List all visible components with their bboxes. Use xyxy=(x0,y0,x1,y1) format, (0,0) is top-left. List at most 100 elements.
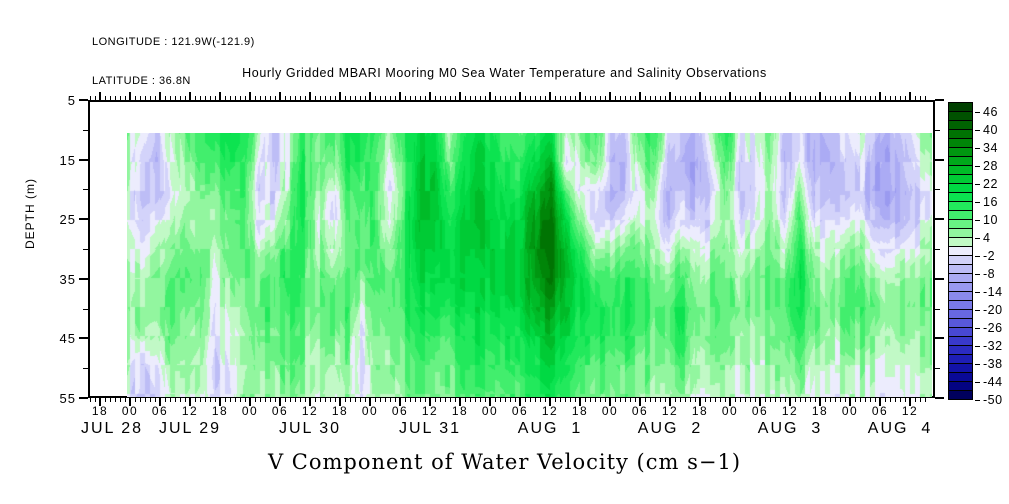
x-axis-title: V Component of Water Velocity (cm s−1) xyxy=(267,450,742,474)
x-tick xyxy=(549,398,551,406)
x-tick xyxy=(234,96,236,100)
x-tick xyxy=(269,398,271,402)
x-tick xyxy=(814,96,816,100)
x-hour-label: 12 xyxy=(661,404,679,418)
x-tick xyxy=(354,96,356,100)
x-tick xyxy=(554,96,556,100)
x-tick xyxy=(834,96,836,100)
x-tick xyxy=(379,96,381,100)
x-tick xyxy=(254,398,256,402)
x-tick xyxy=(649,96,651,100)
x-tick xyxy=(229,398,231,402)
x-tick xyxy=(109,398,111,402)
x-tick xyxy=(724,398,726,402)
x-tick xyxy=(539,96,541,100)
x-tick xyxy=(834,398,836,402)
x-tick xyxy=(419,398,421,402)
x-tick xyxy=(364,398,366,402)
x-tick xyxy=(224,96,226,100)
x-tick xyxy=(244,398,246,402)
x-tick xyxy=(469,96,471,100)
x-tick xyxy=(644,398,646,402)
x-tick xyxy=(284,398,286,402)
x-tick xyxy=(849,398,851,406)
x-tick xyxy=(374,96,376,100)
x-tick xyxy=(564,96,566,100)
x-tick xyxy=(159,92,161,100)
x-tick xyxy=(654,96,656,100)
x-tick xyxy=(314,398,316,402)
x-date-label: JUL 28 xyxy=(80,420,144,437)
x-tick xyxy=(684,96,686,100)
x-tick xyxy=(454,96,456,100)
x-tick xyxy=(754,96,756,100)
x-tick xyxy=(744,398,746,402)
x-tick xyxy=(839,398,841,402)
x-hour-label: 06 xyxy=(631,404,649,418)
x-tick xyxy=(794,398,796,402)
colorbar-label: 4 xyxy=(983,231,991,245)
x-tick xyxy=(889,96,891,100)
y-tick xyxy=(935,249,940,250)
x-date-label: AUG 2 xyxy=(637,420,703,437)
x-tick xyxy=(129,92,131,100)
x-tick xyxy=(659,96,661,100)
x-tick xyxy=(114,96,116,100)
x-tick xyxy=(304,398,306,402)
x-tick xyxy=(844,398,846,402)
x-tick xyxy=(449,96,451,100)
x-tick xyxy=(214,96,216,100)
x-tick xyxy=(389,96,391,100)
x-tick xyxy=(899,398,901,402)
x-tick xyxy=(599,398,601,402)
y-tick xyxy=(935,99,944,101)
x-tick xyxy=(429,398,431,406)
colorbar-label: 16 xyxy=(983,195,998,209)
x-tick xyxy=(639,398,641,406)
x-tick xyxy=(474,96,476,100)
y-tick xyxy=(935,277,944,280)
x-tick xyxy=(294,96,296,100)
x-tick xyxy=(529,96,531,100)
x-hour-label: 12 xyxy=(541,404,559,418)
x-tick xyxy=(99,92,101,100)
y-tick-label: 25 xyxy=(59,212,76,228)
x-tick xyxy=(139,398,141,402)
y-tick xyxy=(79,218,88,221)
x-tick xyxy=(609,92,611,100)
x-tick xyxy=(264,96,266,100)
x-tick xyxy=(474,398,476,402)
y-tick xyxy=(83,368,88,370)
x-tick xyxy=(879,398,881,406)
y-tick xyxy=(935,158,944,161)
x-tick xyxy=(484,398,486,402)
x-tick xyxy=(234,398,236,402)
x-tick xyxy=(114,398,116,402)
colorbar-tick xyxy=(975,184,980,185)
x-tick xyxy=(674,398,676,402)
x-tick xyxy=(394,96,396,100)
x-tick xyxy=(679,96,681,100)
x-tick xyxy=(754,398,756,402)
x-tick xyxy=(669,398,671,406)
x-tick xyxy=(689,398,691,402)
x-tick xyxy=(739,96,741,100)
colorbar-tick xyxy=(975,148,980,149)
x-tick xyxy=(289,96,291,100)
x-tick xyxy=(239,96,241,100)
x-tick xyxy=(94,398,96,402)
x-tick xyxy=(434,398,436,402)
x-tick xyxy=(774,398,776,402)
x-tick xyxy=(274,96,276,100)
y-tick-label: 45 xyxy=(59,331,76,347)
x-tick xyxy=(204,96,206,100)
x-tick xyxy=(319,398,321,402)
x-tick xyxy=(424,96,426,100)
x-tick xyxy=(264,398,266,402)
x-tick xyxy=(179,96,181,100)
x-tick xyxy=(789,92,791,100)
x-date-label: JUL 31 xyxy=(398,420,462,437)
colorbar-tick xyxy=(975,202,980,203)
x-tick xyxy=(629,96,631,100)
x-tick xyxy=(749,398,751,402)
